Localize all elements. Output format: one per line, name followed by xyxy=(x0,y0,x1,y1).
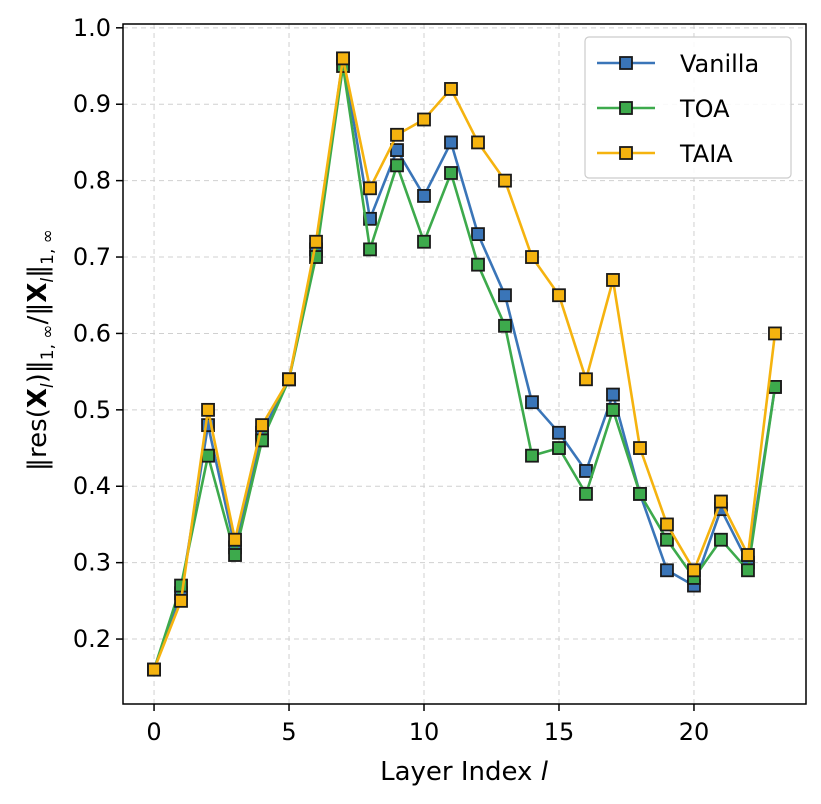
data-point xyxy=(417,189,431,203)
legend-label: Vanilla xyxy=(680,50,759,78)
legend-label: TAIA xyxy=(679,140,733,168)
legend-label: TOA xyxy=(679,95,730,123)
legend-entry: TAIA xyxy=(597,140,733,168)
x-axis-label: Layer Index l xyxy=(380,757,549,787)
data-point xyxy=(606,387,620,402)
data-point xyxy=(444,135,458,150)
legend-entry: Vanilla xyxy=(597,50,759,78)
legend: Vanilla TOA TAIA xyxy=(584,36,792,179)
series-line-taia xyxy=(152,57,777,671)
data-point xyxy=(174,593,188,608)
x-tick-label: 10 xyxy=(409,718,440,746)
plot-series xyxy=(147,51,782,677)
y-tick-label: 0.4 xyxy=(73,472,111,500)
data-point xyxy=(606,273,620,287)
data-point xyxy=(417,234,431,249)
data-point xyxy=(363,181,377,196)
y-tick-label: 0.8 xyxy=(73,167,111,195)
data-point xyxy=(687,563,701,578)
y-axis-label: ‖res(Xl)‖1, ∞/‖Xl‖1, ∞ xyxy=(23,229,58,471)
data-point xyxy=(606,402,620,417)
data-point xyxy=(525,395,539,410)
data-point xyxy=(714,494,728,509)
data-point xyxy=(579,464,593,478)
x-tick-label: 0 xyxy=(146,718,161,746)
data-point xyxy=(201,448,215,463)
legend-marker xyxy=(619,101,633,115)
data-point xyxy=(498,288,512,303)
y-axis-label-text: ‖res(Xl)‖1, ∞/‖Xl‖1, ∞ xyxy=(23,229,58,471)
data-point xyxy=(498,318,512,333)
data-point xyxy=(741,548,755,562)
data-point xyxy=(282,372,296,387)
x-tick-label: 5 xyxy=(281,718,296,746)
x-tick-label: 15 xyxy=(544,718,575,746)
data-point xyxy=(768,380,782,394)
data-point xyxy=(471,135,485,150)
plot-frame xyxy=(122,23,807,705)
y-tick-label: 1.0 xyxy=(73,14,111,42)
data-point xyxy=(660,563,674,578)
legend-marker xyxy=(619,56,633,70)
data-point xyxy=(363,242,377,257)
data-point xyxy=(525,448,539,463)
data-point xyxy=(390,127,404,142)
data-point xyxy=(471,257,485,272)
y-tick-label: 0.9 xyxy=(73,90,111,118)
y-tick-label: 0.3 xyxy=(73,549,111,577)
y-tick-label: 0.5 xyxy=(73,396,111,424)
data-point xyxy=(741,563,755,578)
data-point xyxy=(552,425,566,440)
x-tick-label: 20 xyxy=(679,718,710,746)
data-point xyxy=(579,372,593,387)
series-taia xyxy=(147,51,782,677)
axis-ticks: 0 5 10 15 20 0.2 0.3 0.4 0.5 0.6 0.7 0.8 0.9 1.0 xyxy=(73,14,709,746)
data-point xyxy=(309,234,323,249)
data-point xyxy=(228,548,242,562)
data-point xyxy=(579,486,593,501)
data-point xyxy=(552,288,566,303)
data-point xyxy=(390,158,404,173)
data-point xyxy=(390,143,404,157)
data-point xyxy=(660,517,674,532)
y-tick-label: 0.2 xyxy=(73,625,111,653)
data-point xyxy=(147,662,161,677)
data-point xyxy=(471,227,485,242)
data-point xyxy=(174,578,188,593)
data-point xyxy=(201,402,215,417)
legend-marker xyxy=(619,146,633,160)
data-point xyxy=(444,82,458,96)
data-point xyxy=(660,532,674,547)
data-point xyxy=(552,441,566,455)
data-point xyxy=(228,532,242,547)
data-point xyxy=(417,112,431,127)
data-point xyxy=(336,51,350,66)
data-point xyxy=(633,441,647,455)
legend-box xyxy=(584,36,792,179)
data-point xyxy=(633,486,647,501)
data-point xyxy=(444,166,458,180)
y-tick-label: 0.7 xyxy=(73,243,111,271)
data-point xyxy=(768,326,782,341)
data-point xyxy=(255,418,269,433)
legend-entry: TOA xyxy=(597,95,730,123)
data-point xyxy=(525,250,539,264)
data-point xyxy=(498,173,512,188)
y-tick-label: 0.6 xyxy=(73,319,111,347)
axes-frame xyxy=(122,23,807,705)
data-point xyxy=(714,532,728,547)
